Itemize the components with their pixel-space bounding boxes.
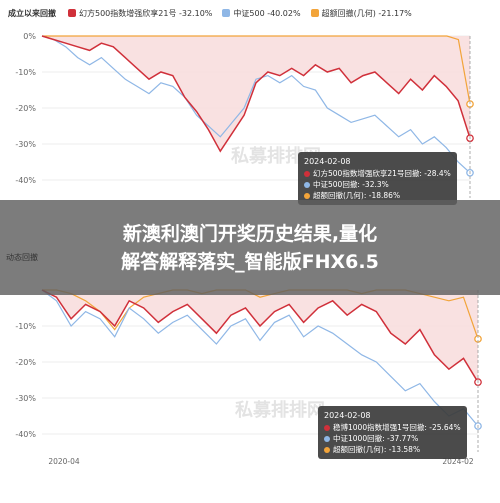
y-tick-label: -30% bbox=[15, 394, 36, 403]
legend-label: 幻方500指数增强欣享21号 -32.10% bbox=[79, 8, 213, 18]
dot-icon bbox=[304, 182, 310, 188]
dot-icon bbox=[324, 425, 330, 431]
banner-line: 新澳利澳门开奖历史结果,量化 bbox=[122, 222, 378, 245]
y-tick-label: -10% bbox=[15, 322, 36, 331]
tooltip-label: 幻方500指数增强欣享21号回撤: -28.4% bbox=[313, 169, 451, 178]
plot-area: -10% -20% -30% -40% 私募排排网 2020-04 2024-02 bbox=[15, 289, 482, 466]
dot-icon bbox=[304, 171, 310, 177]
y-tick-label: -20% bbox=[15, 358, 36, 367]
tooltip-date: 2024-02-08 bbox=[304, 157, 351, 166]
side-label: 动态回撤 bbox=[6, 253, 38, 262]
chart-legend: 成立以来回撤 幻方500指数增强欣享21号 -32.10% 中证500 -40.… bbox=[8, 4, 496, 22]
y-tick-label: -10% bbox=[15, 68, 36, 77]
checkbox-icon[interactable] bbox=[222, 9, 231, 17]
tooltip-label: 超额回撤(几何): -13.58% bbox=[333, 445, 421, 454]
tooltip-row: 中证1000回撤: -37.77% bbox=[324, 433, 461, 444]
legend-title: 成立以来回撤 bbox=[8, 8, 56, 18]
series-line-red bbox=[41, 35, 471, 153]
dot-icon bbox=[324, 436, 330, 442]
drawdown-area bbox=[42, 290, 478, 383]
drawdown-area bbox=[42, 36, 470, 152]
dot-icon bbox=[324, 447, 330, 453]
tooltip-row: 稳博1000指数增强1号回撤: -25.64% bbox=[324, 422, 461, 433]
legend-item-blue[interactable]: 中证500 -40.02% bbox=[222, 8, 301, 19]
drawdown-chart-top: 成立以来回撤 幻方500指数增强欣享21号 -32.10% 中证500 -40.… bbox=[0, 0, 500, 205]
y-tick-label: -40% bbox=[15, 176, 36, 185]
y-tick-label: -20% bbox=[15, 104, 36, 113]
series-line-blue bbox=[41, 289, 479, 427]
x-tick-label: 2024-02 bbox=[442, 457, 474, 466]
tooltip-row: 超额回撤(几何): -13.58% bbox=[324, 444, 461, 455]
tooltip-label: 中证1000回撤: -37.77% bbox=[333, 434, 419, 443]
tooltip-label: 超额回撤(几何): -18.86% bbox=[313, 191, 401, 200]
tooltip-row: 中证500回撤: -32.3% bbox=[304, 179, 451, 190]
tooltip-label: 中证500回撤: -32.3% bbox=[313, 180, 389, 189]
legend-label: 超额回撤(几何) -21.17% bbox=[321, 8, 412, 18]
tooltip-date: 2024-02-08 bbox=[324, 411, 371, 420]
tooltip-row: 超额回撤(几何): -18.86% bbox=[304, 190, 451, 201]
legend-item-orange[interactable]: 超额回撤(几何) -21.17% bbox=[310, 8, 412, 19]
tooltip: 2024-02-08 幻方500指数增强欣享21号回撤: -28.4% 中证50… bbox=[298, 152, 457, 205]
x-tick-label: 2020-04 bbox=[48, 457, 80, 466]
overlay-banner: 新澳利澳门开奖历史结果,量化 解答解释落实_智能版FHX6.5 bbox=[0, 200, 500, 295]
watermark: 私募排排网 bbox=[235, 399, 325, 421]
y-tick-label: 0% bbox=[23, 32, 36, 41]
tooltip: 2024-02-08 稳博1000指数增强1号回撤: -25.64% 中证100… bbox=[318, 406, 467, 459]
series-line-blue bbox=[41, 35, 471, 174]
checkbox-icon[interactable] bbox=[310, 9, 319, 17]
legend-item-red[interactable]: 幻方500指数增强欣享21号 -32.10% bbox=[68, 8, 212, 19]
tooltip-label: 稳博1000指数增强1号回撤: -25.64% bbox=[333, 423, 461, 432]
dot-icon bbox=[304, 193, 310, 199]
y-tick-label: -30% bbox=[15, 140, 36, 149]
banner-line: 解答解释落实_智能版FHX6.5 bbox=[121, 250, 379, 273]
drawdown-chart-bottom: -10% -20% -30% -40% 私募排排网 2020-04 2024-02 2024… bbox=[0, 252, 500, 503]
tooltip-row: 幻方500指数增强欣享21号回撤: -28.4% bbox=[304, 168, 451, 179]
series-line-orange bbox=[42, 35, 471, 105]
legend-label: 中证500 -40.02% bbox=[233, 8, 301, 18]
y-tick-label: -40% bbox=[15, 430, 36, 439]
series-line-red bbox=[41, 289, 479, 383]
checkbox-icon[interactable] bbox=[68, 9, 76, 17]
